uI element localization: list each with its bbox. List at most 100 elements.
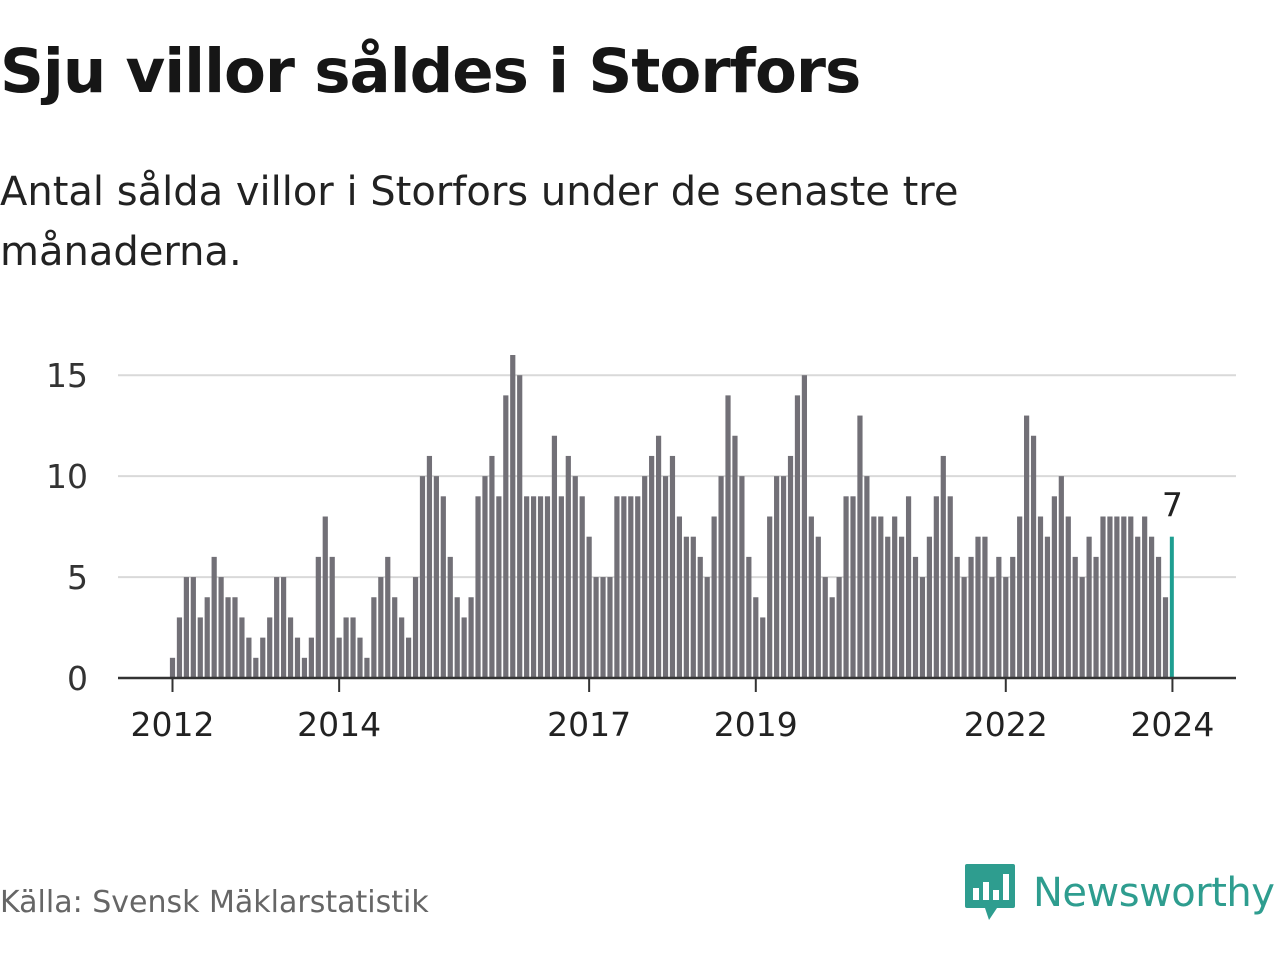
bar [308,637,314,678]
bar [218,577,224,678]
bar [419,476,426,678]
bar [524,496,530,678]
bar [794,395,801,678]
bar [1128,516,1134,678]
chart-title: Sju villor såldes i Storfors [0,36,861,107]
bar [357,637,363,678]
bar [454,597,460,678]
bar [662,476,669,678]
bar [1121,516,1127,678]
bar [1162,597,1169,678]
bar [593,577,599,678]
bar [1142,516,1148,678]
bar [176,617,183,678]
bar [1155,556,1162,678]
bar [1037,516,1044,678]
bar [829,597,835,678]
bar [197,617,203,678]
bar [287,617,294,678]
bar [281,577,287,678]
bar [586,536,592,678]
bar [968,556,974,678]
bar [468,597,474,678]
bar [503,395,509,678]
annotations: 7 [1162,486,1183,525]
bar [1024,415,1030,678]
bar [475,496,481,678]
bar [815,536,821,678]
bar [940,455,946,678]
bar [1051,496,1057,678]
bar [1086,536,1092,678]
bar [975,536,981,678]
bar [1079,577,1085,678]
bar [732,435,738,678]
bar [385,556,391,678]
bar [537,496,544,678]
bar [1010,556,1016,678]
bar [447,556,453,678]
y-axis-ticks: 0 5 10 15 [46,356,88,698]
bar [947,496,953,678]
x-tick-label: 2019 [714,705,798,744]
bar [426,455,433,678]
bar [558,496,564,678]
bar [614,496,620,678]
x-tick-label: 2012 [131,705,215,744]
bar [392,597,398,678]
bar [1044,536,1051,678]
bar [885,536,891,678]
bar [1149,536,1155,678]
bar [683,536,689,678]
bar [1093,556,1099,678]
bar [780,476,787,678]
bar [704,577,710,678]
bar [912,556,919,678]
bar [843,496,849,678]
bar [551,435,558,678]
bar [711,516,717,678]
bar [919,577,926,678]
bar [1058,476,1064,678]
bar [1030,435,1037,678]
bar [905,496,912,678]
chart-subtitle: Antal sålda villor i Storfors under de s… [0,169,959,275]
bar [183,577,189,678]
bar [336,637,342,678]
bar [642,476,648,678]
y-tick-label: 10 [46,457,88,496]
bar [857,415,863,678]
bar [461,617,467,678]
bar [294,637,301,678]
bar [364,657,370,678]
bar [225,597,231,678]
x-tick-label: 2022 [964,705,1048,744]
bar [899,536,905,678]
bar [649,455,655,678]
bar [510,355,516,678]
bar [801,375,808,678]
bar [190,577,196,678]
bar [753,597,759,678]
bar [1065,516,1071,678]
bar [329,556,335,678]
bar [697,556,703,678]
x-tick-label: 2024 [1130,705,1214,744]
x-axis-ticks: 2012 2014 2017 2019 2022 2024 [131,678,1214,744]
bar [669,455,676,678]
bar [489,455,495,678]
logo-chart-icon [965,864,1015,920]
bar [787,455,794,678]
bar [655,435,662,678]
bar [933,496,939,678]
bar [878,516,884,678]
bar [621,496,627,678]
bar [954,556,960,678]
bar [635,496,641,678]
bar-chart: 0 5 10 15 2012 2014 2017 2019 2022 2024 7 [46,355,1236,744]
bar [864,476,870,678]
highlight-value-label: 7 [1162,486,1183,525]
bar [746,556,752,678]
bar [496,496,502,678]
bar [544,496,551,678]
